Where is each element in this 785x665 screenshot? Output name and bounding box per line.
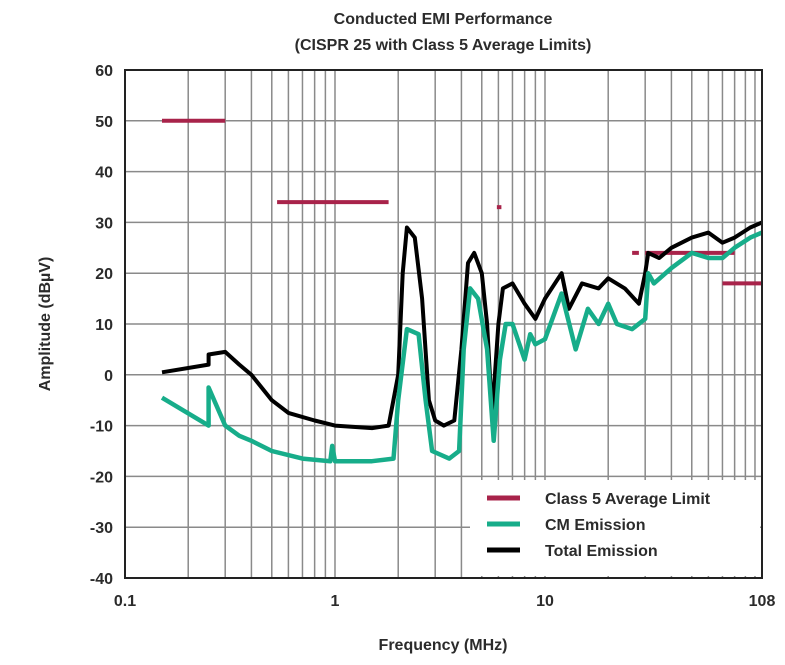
x-axis-label: Frequency (MHz) (379, 637, 508, 654)
y-tick-label: 60 (95, 63, 113, 80)
x-tick-label: 10 (536, 593, 554, 610)
x-tick-label: 108 (749, 593, 776, 610)
legend: Class 5 Average Limit CM Emission Total Em… (470, 480, 760, 576)
y-tick-label: 10 (95, 317, 113, 334)
total-emission-line (161, 220, 763, 431)
x-tick-label: 0.1 (114, 593, 136, 610)
y-tick-label: -20 (90, 469, 113, 486)
y-tick-label: -30 (90, 520, 113, 537)
cm-emission-line (160, 230, 763, 464)
y-tick-label: 40 (95, 165, 113, 182)
plot-frame (124, 69, 763, 579)
legend-label: Total Emission (545, 543, 658, 560)
y-axis-label: Amplitude (dBµV) (37, 257, 54, 392)
y-tick-label: -10 (90, 419, 113, 436)
y-tick-label: -40 (90, 571, 113, 588)
tick-labels: -40 -30 -20 -10 0 10 20 30 40 50 60 0.1 1 10 108 (90, 63, 776, 610)
y-tick-label: 0 (104, 368, 113, 385)
chart-subtitle: (CISPR 25 with Class 5 Average Limits) (295, 37, 592, 54)
legend-label: CM Emission (545, 517, 645, 534)
chart-title: Conducted EMI Performance (334, 11, 553, 28)
x-tick-label: 1 (331, 593, 340, 610)
y-tick-label: 30 (95, 215, 113, 232)
y-tick-label: 50 (95, 114, 113, 131)
y-tick-label: 20 (95, 266, 113, 283)
legend-label: Class 5 Average Limit (545, 491, 711, 508)
plot-area (160, 118, 763, 464)
